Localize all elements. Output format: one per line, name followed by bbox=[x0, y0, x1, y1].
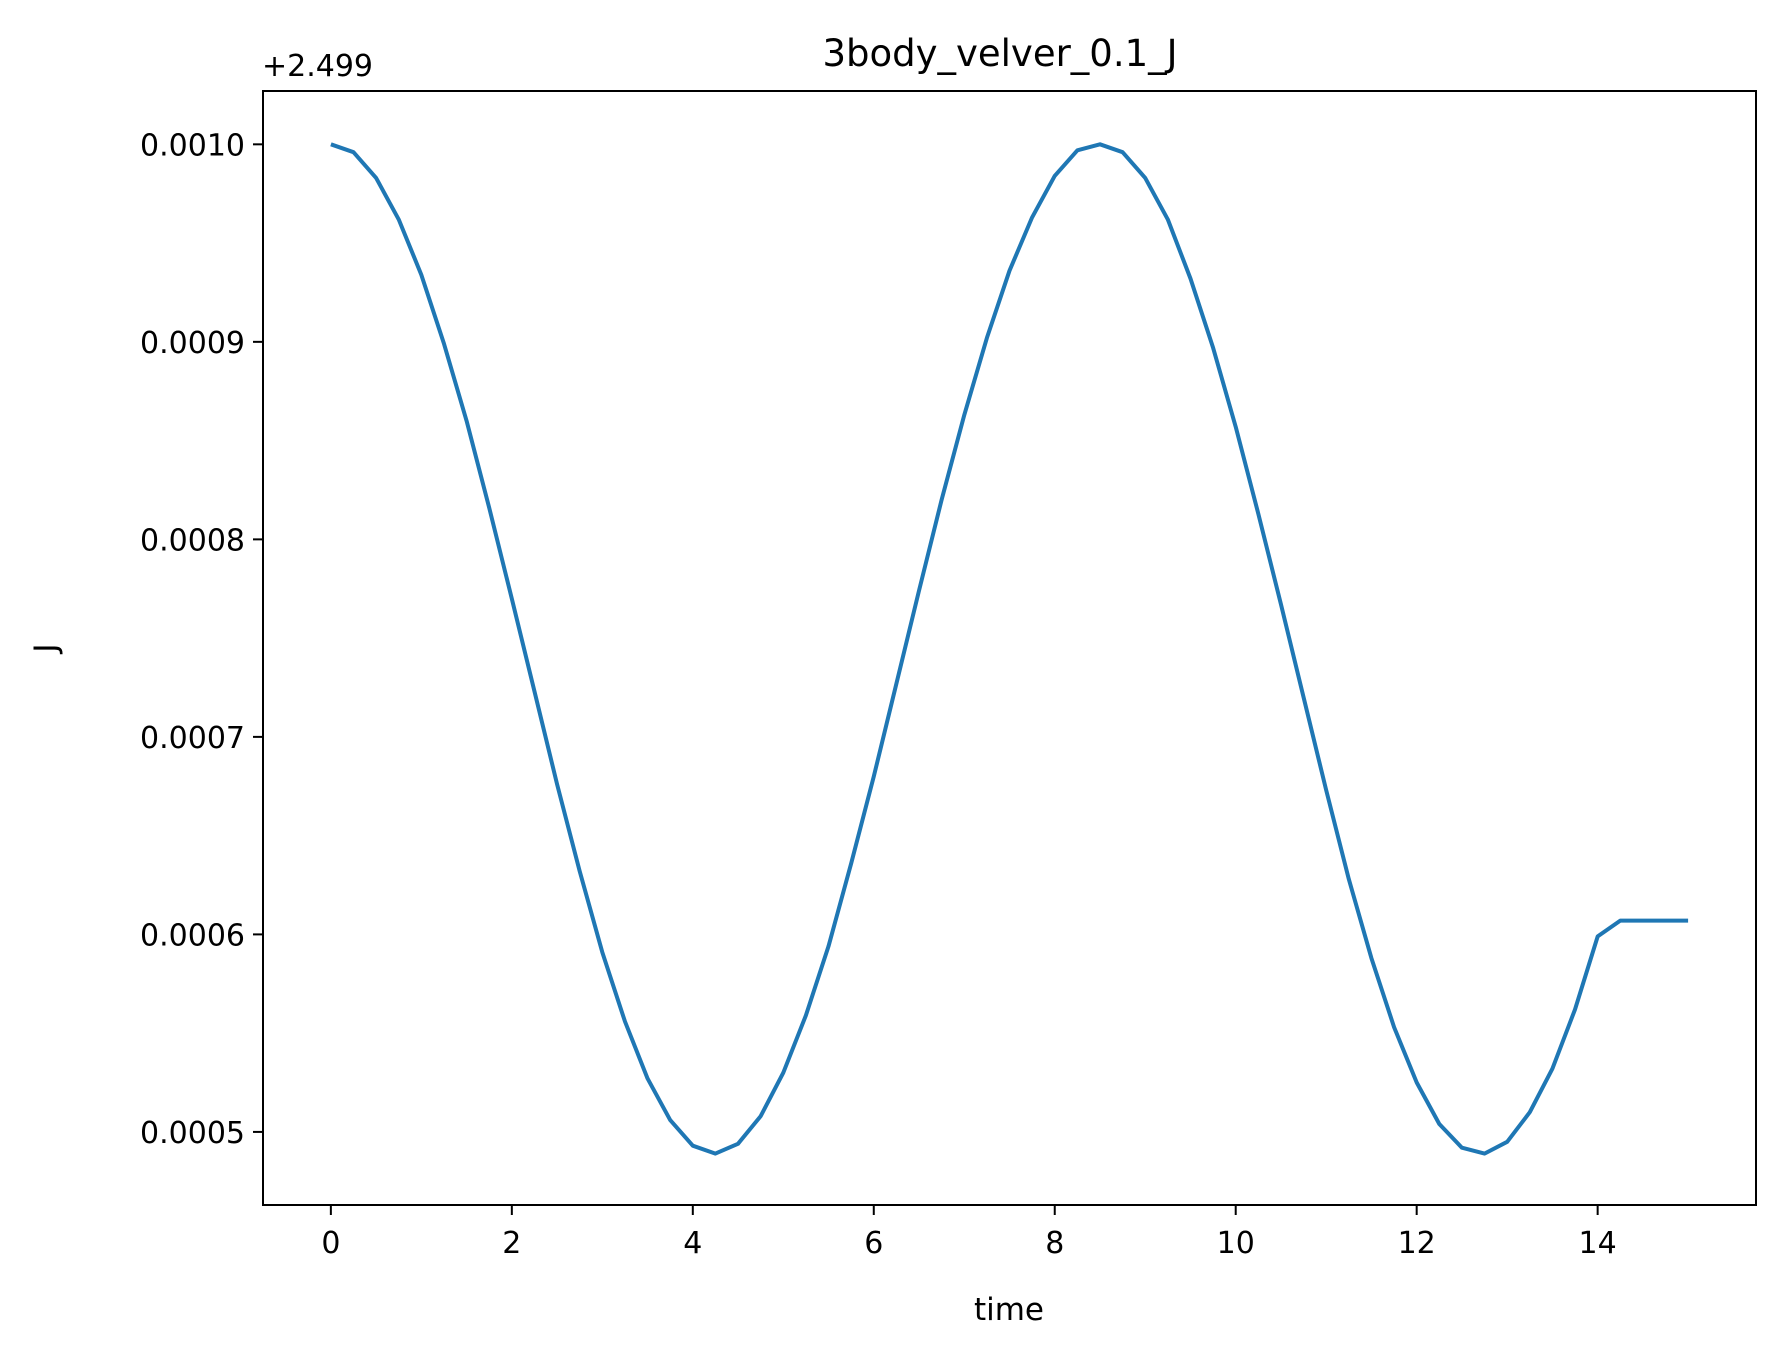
x-axis: 0 2 4 6 8 10 12 14 bbox=[321, 1205, 1617, 1261]
x-tick-label: 0 bbox=[321, 1226, 340, 1261]
x-tick-label: 4 bbox=[683, 1226, 702, 1261]
y-axis-label: J bbox=[28, 643, 64, 654]
x-tick-label: 6 bbox=[864, 1226, 883, 1261]
plot-area bbox=[330, 142, 1689, 1156]
axes-frame bbox=[262, 90, 1757, 1206]
x-axis-label: time bbox=[974, 1292, 1044, 1328]
series-line bbox=[330, 142, 1689, 1156]
x-tick-label: 10 bbox=[1217, 1226, 1255, 1261]
y-tick-label: 0.0005 bbox=[140, 1116, 245, 1151]
chart-title: 3body_velver_0.1_J bbox=[822, 32, 1177, 75]
y-tick-label: 0.0009 bbox=[140, 326, 245, 361]
x-tick-label: 12 bbox=[1398, 1226, 1436, 1261]
y-offset-label: +2.499 bbox=[262, 49, 373, 84]
x-tick-label: 8 bbox=[1045, 1226, 1064, 1261]
y-tick-label: 0.0010 bbox=[140, 128, 245, 163]
x-tick-label: 2 bbox=[502, 1226, 521, 1261]
y-axis: 0.0005 0.0006 0.0007 0.0008 0.0009 0.0010 bbox=[140, 128, 263, 1151]
x-tick-label: 14 bbox=[1579, 1226, 1617, 1261]
y-tick-label: 0.0007 bbox=[140, 721, 245, 756]
y-tick-label: 0.0006 bbox=[140, 918, 245, 953]
y-tick-label: 0.0008 bbox=[140, 523, 245, 558]
